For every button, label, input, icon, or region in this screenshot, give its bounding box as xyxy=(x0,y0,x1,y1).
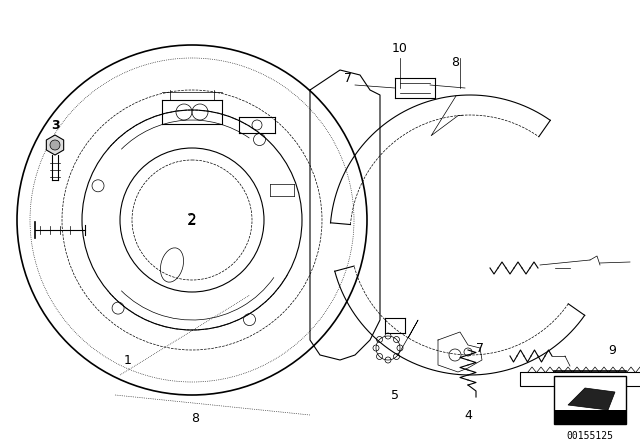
Bar xyxy=(554,410,626,424)
Text: 2: 2 xyxy=(188,213,196,227)
Text: 5: 5 xyxy=(391,388,399,401)
Text: 8: 8 xyxy=(451,56,459,69)
Text: 6: 6 xyxy=(586,409,594,422)
Text: 9: 9 xyxy=(608,344,616,357)
Text: 7: 7 xyxy=(344,72,352,85)
Text: 7: 7 xyxy=(476,341,484,354)
Text: 8: 8 xyxy=(191,412,199,425)
Polygon shape xyxy=(46,135,63,155)
Circle shape xyxy=(50,140,60,150)
Text: 00155125: 00155125 xyxy=(566,431,614,441)
Text: 10: 10 xyxy=(392,42,408,55)
Bar xyxy=(554,376,626,424)
Text: 4: 4 xyxy=(464,409,472,422)
Text: 1: 1 xyxy=(124,353,132,366)
Polygon shape xyxy=(568,388,615,410)
Text: 2: 2 xyxy=(187,212,197,228)
Text: 3: 3 xyxy=(51,119,60,132)
